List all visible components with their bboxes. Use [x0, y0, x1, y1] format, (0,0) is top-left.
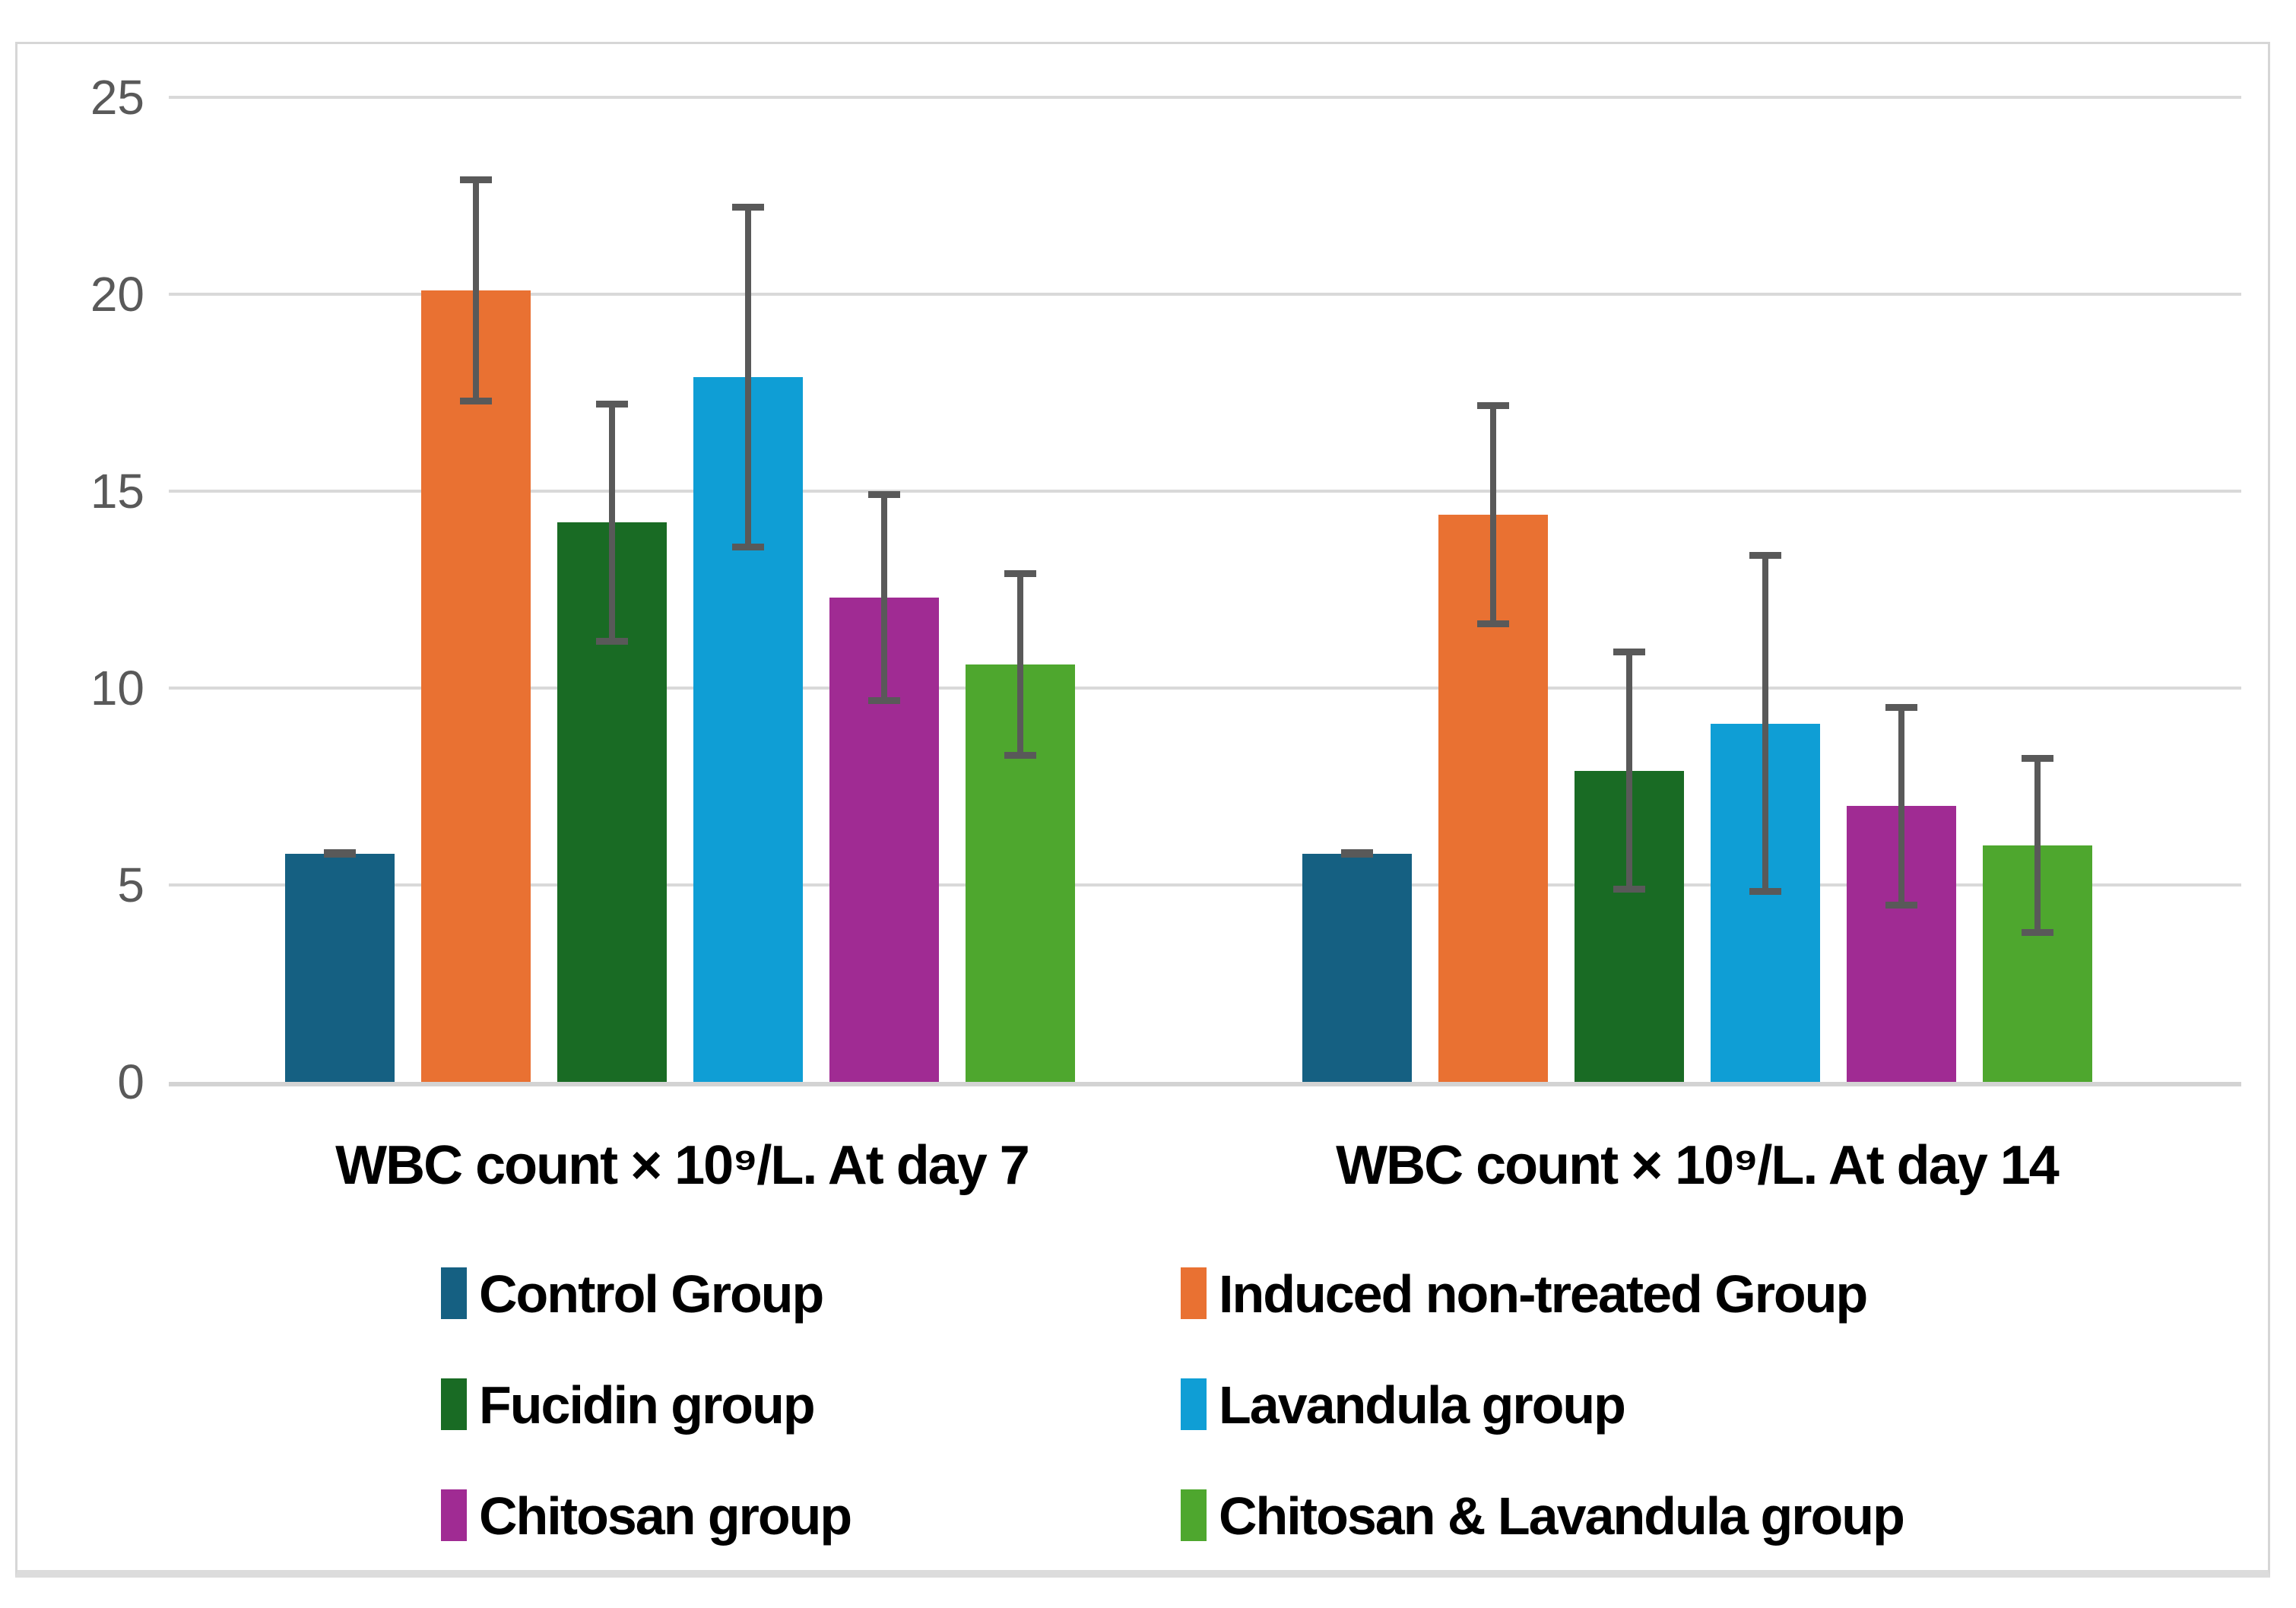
error-bar-line — [473, 176, 479, 404]
gridline-15 — [169, 490, 2241, 493]
y-tick-label-10: 10 — [90, 661, 144, 715]
legend-item-0: Control Group — [441, 1264, 824, 1324]
error-bar-cap — [1004, 752, 1036, 759]
legend-label: Control Group — [479, 1264, 824, 1324]
error-bar-day14-series-0 — [1341, 849, 1373, 858]
gridline-5 — [169, 883, 2241, 886]
gridline-20 — [169, 293, 2241, 296]
error-bar-day14-series-4 — [1885, 704, 1917, 909]
x-axis-line — [169, 1082, 2241, 1086]
legend-swatch-icon — [441, 1378, 467, 1430]
error-bar-day7-series-3 — [732, 204, 764, 550]
legend-label: Fucidin group — [479, 1375, 816, 1435]
error-bar-day14-series-5 — [2022, 755, 2053, 936]
error-bar-line — [609, 401, 615, 645]
error-bar-line — [1626, 649, 1632, 893]
error-bar-line — [1017, 570, 1023, 759]
error-bar-cap — [460, 398, 492, 404]
legend-swatch-icon — [441, 1489, 467, 1541]
legend-item-1: Induced non-treated Group — [1181, 1264, 1868, 1324]
error-bar-day14-series-2 — [1613, 649, 1645, 893]
error-bar-cap — [868, 697, 900, 704]
error-bar-cap — [1749, 552, 1781, 559]
legend-item-4: Chitosan group — [441, 1486, 852, 1546]
error-bar-cap — [1613, 649, 1645, 655]
error-bar-day7-series-5 — [1004, 570, 1036, 759]
error-bar-cap — [868, 491, 900, 498]
legend-swatch-icon — [441, 1267, 467, 1319]
legend-label: Lavandula group — [1219, 1375, 1626, 1435]
error-bar-line — [1898, 704, 1904, 909]
bar-day7-series-0 — [285, 854, 395, 1082]
gridline-25 — [169, 96, 2241, 99]
chart-border — [15, 42, 2270, 1578]
error-bar-line — [881, 491, 887, 704]
legend-swatch-icon — [1181, 1267, 1207, 1319]
error-bar-line — [2034, 755, 2041, 936]
legend-swatch-icon — [1181, 1489, 1207, 1541]
error-bar-cap — [596, 638, 628, 645]
error-bar-line — [1490, 402, 1496, 627]
category-label-day14: WBC count × 10⁹/L. At day 14 — [1336, 1135, 2060, 1196]
error-bar-day7-series-1 — [460, 176, 492, 404]
error-bar-cap — [2022, 929, 2053, 936]
category-label-day7: WBC count × 10⁹/L. At day 7 — [335, 1135, 1030, 1196]
y-tick-label-0: 0 — [117, 1055, 144, 1109]
legend-label: Chitosan group — [479, 1486, 852, 1546]
error-bar-day7-series-4 — [868, 491, 900, 704]
error-bar-cap — [1613, 886, 1645, 893]
error-bar-cap — [732, 544, 764, 550]
error-bar-day14-series-3 — [1749, 552, 1781, 895]
legend-swatch-icon — [1181, 1378, 1207, 1430]
y-tick-label-15: 15 — [90, 464, 144, 519]
gridline-10 — [169, 687, 2241, 690]
error-bar-cap — [596, 401, 628, 408]
error-bar-line — [1762, 552, 1768, 895]
error-bar-cap — [1885, 704, 1917, 711]
y-tick-label-5: 5 — [117, 858, 144, 912]
error-bar-cap — [324, 851, 356, 858]
error-bar-cap — [1341, 851, 1373, 858]
error-bar-cap — [1477, 402, 1509, 409]
legend-label: Chitosan & Lavandula group — [1219, 1486, 1905, 1546]
error-bar-cap — [732, 204, 764, 211]
error-bar-cap — [1477, 620, 1509, 627]
error-bar-day7-series-0 — [324, 849, 356, 858]
y-tick-label-25: 25 — [90, 70, 144, 125]
error-bar-day7-series-2 — [596, 401, 628, 645]
error-bar-cap — [1004, 570, 1036, 577]
legend-item-3: Lavandula group — [1181, 1375, 1626, 1435]
y-tick-label-20: 20 — [90, 267, 144, 322]
error-bar-cap — [1885, 902, 1917, 909]
bar-day7-series-1 — [421, 290, 531, 1082]
error-bar-line — [745, 204, 751, 550]
error-bar-cap — [2022, 755, 2053, 762]
error-bar-cap — [1749, 888, 1781, 895]
legend-label: Induced non-treated Group — [1219, 1264, 1868, 1324]
error-bar-cap — [460, 176, 492, 183]
legend-item-5: Chitosan & Lavandula group — [1181, 1486, 1905, 1546]
bar-day14-series-0 — [1302, 854, 1412, 1082]
legend-item-2: Fucidin group — [441, 1375, 816, 1435]
error-bar-day14-series-1 — [1477, 402, 1509, 627]
